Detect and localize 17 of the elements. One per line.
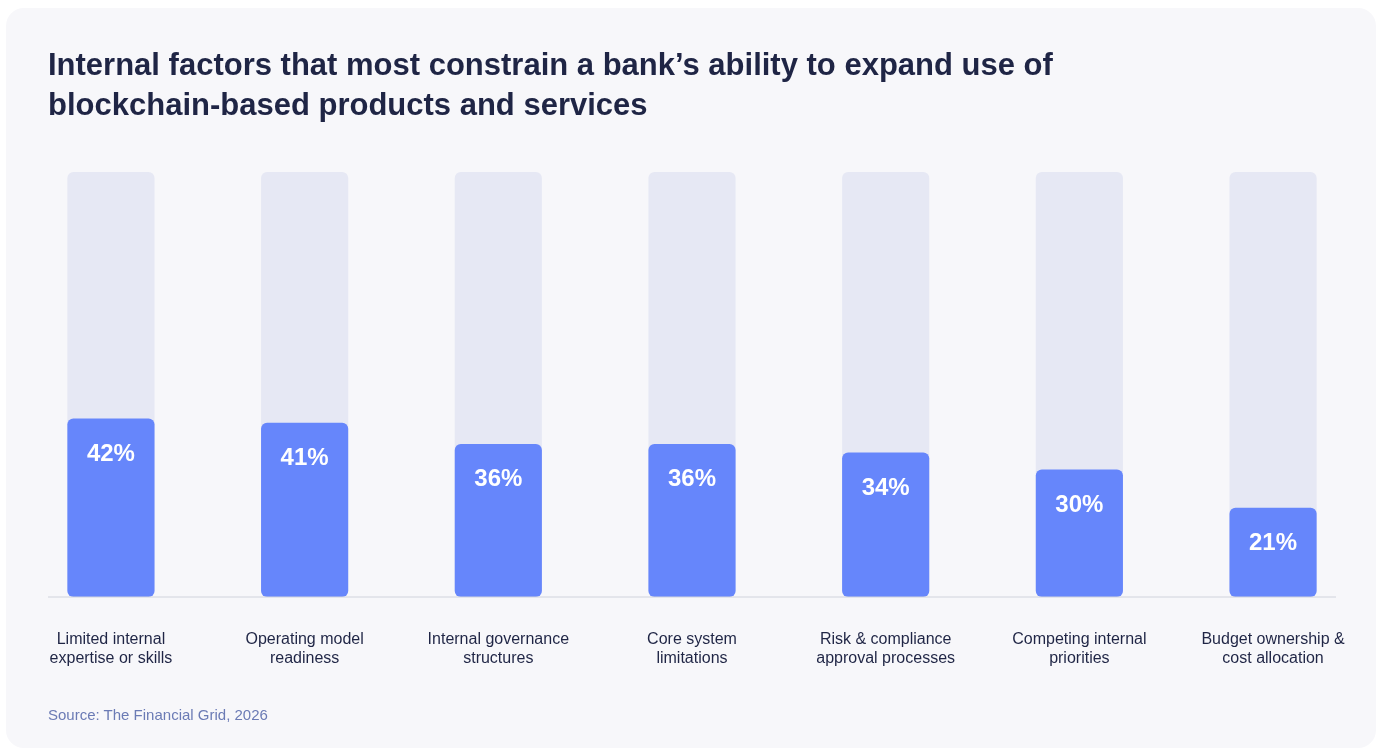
bar bbox=[1229, 507, 1317, 597]
data-label: 41% bbox=[280, 442, 329, 470]
x-tick-label: Limited internal expertise or skills bbox=[49, 630, 173, 666]
x-tick-label: Risk & compliance approval processes bbox=[816, 630, 956, 666]
data-label: 34% bbox=[861, 472, 910, 500]
x-tick-label: Competing internal priorities bbox=[1012, 630, 1147, 666]
data-label: 30% bbox=[1055, 489, 1104, 517]
x-tick-label: Budget ownership & cost allocation bbox=[1201, 630, 1345, 666]
data-label: 42% bbox=[86, 438, 135, 466]
x-tick-label: Operating model readiness bbox=[245, 630, 364, 666]
chart-title: Internal factors that most constrain a bank’s ability to expand use of blockchain-based products and services bbox=[48, 47, 1054, 122]
x-tick-label: Core system limitations bbox=[647, 630, 737, 666]
data-label: 36% bbox=[667, 464, 717, 491]
source-note: Source: The Financial Grid, 2026 bbox=[48, 706, 268, 723]
data-label: 36% bbox=[474, 464, 523, 491]
x-tick-label: Internal governance structures bbox=[427, 630, 570, 666]
data-label: 21% bbox=[1249, 527, 1298, 555]
